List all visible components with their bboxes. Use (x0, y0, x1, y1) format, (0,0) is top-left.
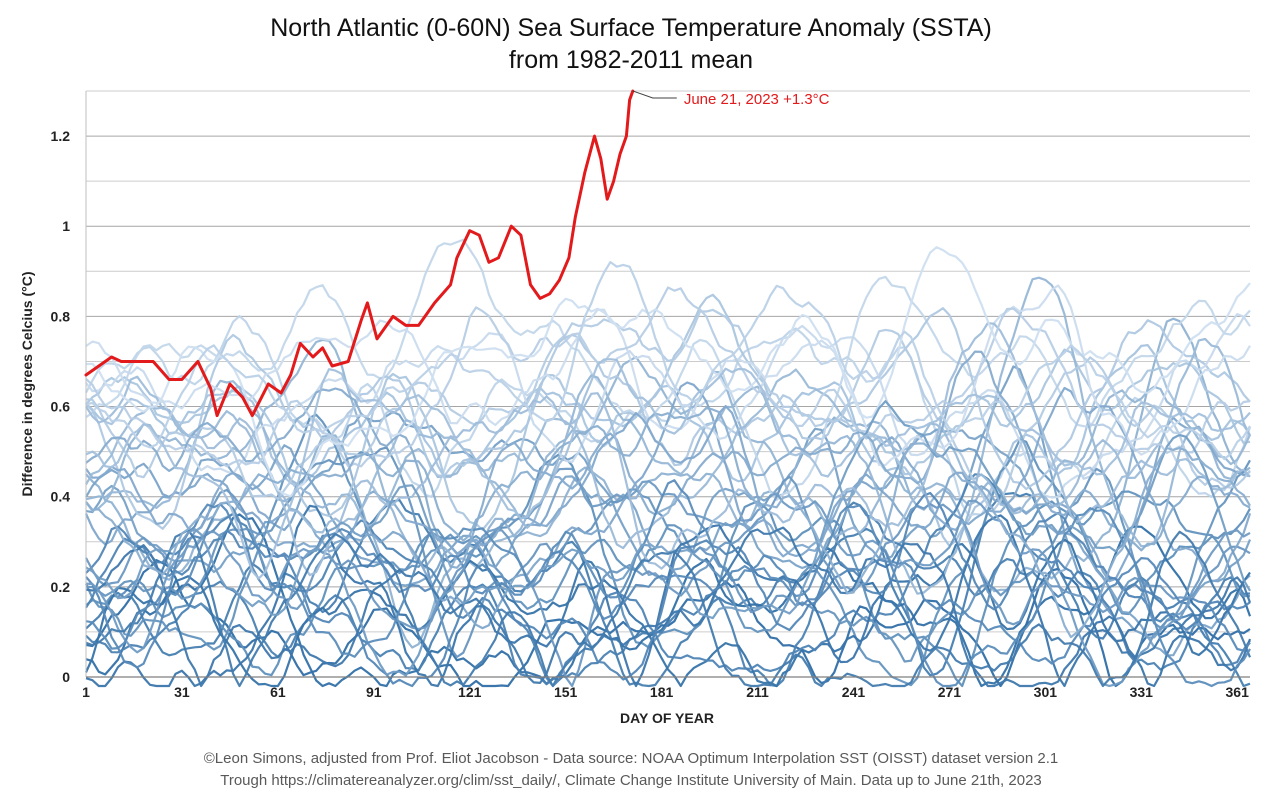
background-year-line (85, 286, 1251, 468)
x-tick-label: 181 (650, 684, 674, 700)
x-tick-label: 211 (746, 684, 769, 700)
background-year-line (85, 503, 1251, 669)
annotation-leader-line (632, 90, 677, 99)
y-tick-label: 1.2 (51, 128, 71, 144)
background-year-line (84, 381, 1251, 630)
background-year-line (85, 261, 1251, 461)
background-year-line (85, 350, 1251, 569)
x-tick-label: 361 (1226, 684, 1250, 700)
chart-title-line-2: from 1982-2011 mean (508, 46, 754, 74)
sst-anomaly-plot: June 21, 2023 +1.3°C 0 0.2 0.4 0.6 0.8 1 1.2 1 31… (19, 89, 1252, 726)
background-year-line (85, 467, 1251, 688)
x-axis-title: DAY OF YEAR (620, 710, 714, 726)
x-tick-label: 31 (174, 684, 190, 700)
y-tick-label: 1 (62, 218, 70, 234)
background-year-line (84, 538, 1251, 688)
background-year-line (85, 428, 1251, 657)
highlight-series-layer (84, 89, 635, 418)
background-year-line (85, 528, 1252, 688)
x-tick-label: 301 (1034, 684, 1058, 700)
chart-title-line-1: North Atlantic (0-60N) Sea Surface Tempe… (270, 14, 992, 42)
background-year-line (85, 526, 1252, 688)
y-tick-label: 0.4 (51, 489, 71, 505)
background-year-line (85, 358, 1251, 580)
background-year-line (85, 558, 1251, 688)
background-year-line (85, 313, 1251, 499)
x-tick-label: 241 (842, 684, 866, 700)
background-year-line (85, 406, 1251, 639)
y-tick-label: 0.8 (51, 308, 71, 324)
y-tick-label: 0.6 (51, 399, 71, 415)
x-tick-label: 1 (82, 684, 90, 700)
label-layer: June 21, 2023 +1.3°C 0 0.2 0.4 0.6 0.8 1 1.2 1 31… (19, 90, 1250, 726)
background-year-line (85, 475, 1251, 688)
y-axis-title: Difference in degrees Celcius (°C) (19, 272, 35, 497)
background-year-line (85, 246, 1251, 498)
x-tick-label: 91 (366, 684, 382, 700)
background-year-line (85, 238, 1251, 501)
chart-title: North Atlantic (0-60N) Sea Surface Tempe… (0, 12, 1262, 76)
background-year-line (85, 479, 1251, 688)
axis-layer (85, 91, 1250, 678)
background-year-line (84, 413, 1251, 687)
x-tick-label: 121 (458, 684, 482, 700)
background-year-line (85, 386, 1252, 583)
x-tick-label: 331 (1130, 684, 1154, 700)
x-tick-label: 151 (554, 684, 578, 700)
credit-line-2: Trough https://climatereanalyzer.org/cli… (220, 772, 1042, 789)
background-year-line (85, 284, 1251, 467)
source-credits: ©Leon Simons, adjusted from Prof. Eliot … (0, 748, 1262, 792)
x-tick-label: 61 (270, 684, 286, 700)
highlight-2023-line (84, 89, 635, 418)
background-year-line (85, 322, 1251, 577)
y-tick-label: 0.2 (51, 579, 71, 595)
background-year-line (85, 276, 1251, 595)
background-year-line (85, 337, 1251, 550)
y-tick-label: 0 (62, 669, 70, 685)
annotation-label: June 21, 2023 +1.3°C (684, 91, 830, 108)
credit-line-1: ©Leon Simons, adjusted from Prof. Eliot … (203, 750, 1059, 767)
x-tick-label: 271 (938, 684, 962, 700)
background-year-line (85, 400, 1251, 620)
background-series-layer (84, 238, 1252, 688)
